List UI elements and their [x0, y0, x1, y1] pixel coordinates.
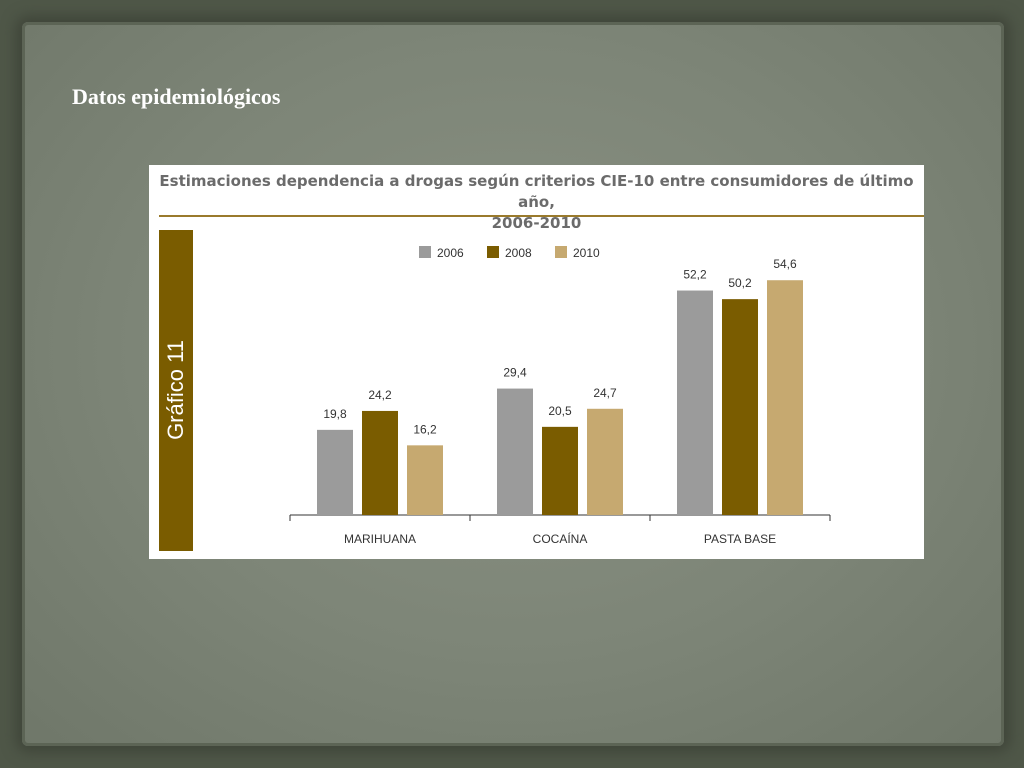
bar-2010 [767, 280, 803, 515]
bar-2008 [542, 426, 578, 515]
category-label: COCAÍNA [533, 531, 588, 546]
chart-panel: Estimaciones dependencia a drogas según … [149, 165, 924, 559]
chart-title-rule [159, 215, 924, 217]
chart-side-band [159, 230, 193, 551]
data-label: 16,2 [413, 422, 437, 436]
data-label: 54,6 [773, 257, 797, 271]
bar-2008 [362, 410, 398, 515]
legend-label: 2010 [573, 246, 600, 260]
data-label: 24,7 [593, 386, 617, 400]
slide-title: Datos epidemiológicos [72, 84, 281, 109]
bar-2006 [677, 290, 713, 515]
chart-title-line-1: Estimaciones dependencia a drogas según … [159, 172, 914, 211]
data-label: 24,2 [368, 388, 392, 402]
bar-2008 [722, 299, 758, 515]
legend-label: 2008 [505, 246, 532, 260]
legend-label: 2006 [437, 246, 464, 260]
bar-2006 [497, 388, 533, 515]
data-label: 19,8 [323, 407, 347, 421]
legend-swatch-2008 [487, 246, 499, 258]
category-label: MARIHUANA [344, 532, 416, 546]
chart-title-line-2: 2006-2010 [491, 214, 582, 232]
bar-chart: MARIHUANA COCAÍNA PASTA BASE 19,8 24,2 16,2 29… [289, 246, 831, 546]
data-label: 20,5 [548, 404, 572, 418]
bar-2006 [317, 429, 353, 515]
data-label: 29,4 [503, 366, 527, 380]
bar-2010 [587, 408, 623, 515]
data-label: 52,2 [683, 268, 707, 282]
category-label: PASTA BASE [704, 532, 776, 546]
data-label: 50,2 [728, 276, 752, 290]
legend-swatch-2010 [555, 246, 567, 258]
chart-title: Estimaciones dependencia a drogas según … [149, 171, 924, 234]
bar-2010 [407, 445, 443, 515]
legend-swatch-2006 [419, 246, 431, 258]
